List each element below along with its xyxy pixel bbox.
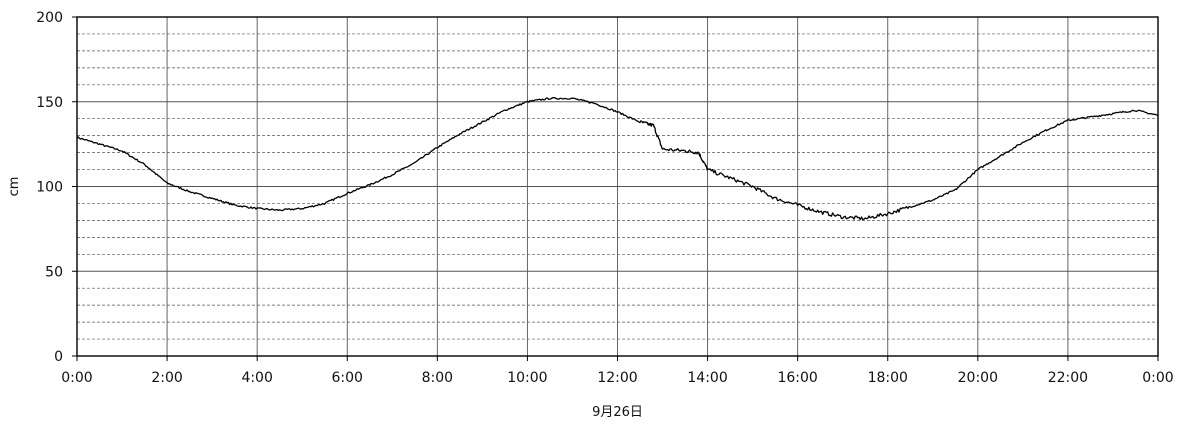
x-tick-label: 2:00 bbox=[151, 370, 182, 386]
x-tick-label: 6:00 bbox=[332, 370, 363, 386]
y-tick-label: 150 bbox=[36, 95, 63, 111]
series-line bbox=[76, 96, 1159, 221]
x-tick-label: 20:00 bbox=[958, 370, 998, 386]
y-tick-label: 200 bbox=[36, 10, 63, 26]
series-layer bbox=[76, 96, 1159, 221]
y-axis-label: cm bbox=[7, 177, 22, 197]
x-axis-ticks: 0:00 2:00 4:00 6:00 8:00 10:00 12:00 14:00 16:00… bbox=[61, 356, 1174, 386]
x-tick-label: 8:00 bbox=[422, 370, 453, 386]
x-axis-label: 9月26日 bbox=[592, 405, 643, 420]
y-tick-label: 100 bbox=[36, 180, 63, 196]
x-tick-label: 10:00 bbox=[507, 370, 547, 386]
x-tick-label: 0:00 bbox=[61, 370, 92, 386]
x-tick-label: 18:00 bbox=[868, 370, 908, 386]
y-tick-label: 0 bbox=[54, 349, 63, 365]
y-tick-label: 50 bbox=[45, 264, 63, 280]
grid bbox=[77, 17, 1158, 356]
x-tick-label: 16:00 bbox=[777, 370, 817, 386]
y-axis-ticks: 0 50 100 150 200 bbox=[36, 10, 77, 365]
x-tick-label: 0:00 bbox=[1142, 370, 1173, 386]
x-tick-label: 14:00 bbox=[687, 370, 727, 386]
x-tick-label: 4:00 bbox=[241, 370, 272, 386]
x-tick-label: 22:00 bbox=[1048, 370, 1088, 386]
x-tick-label: 12:00 bbox=[597, 370, 637, 386]
